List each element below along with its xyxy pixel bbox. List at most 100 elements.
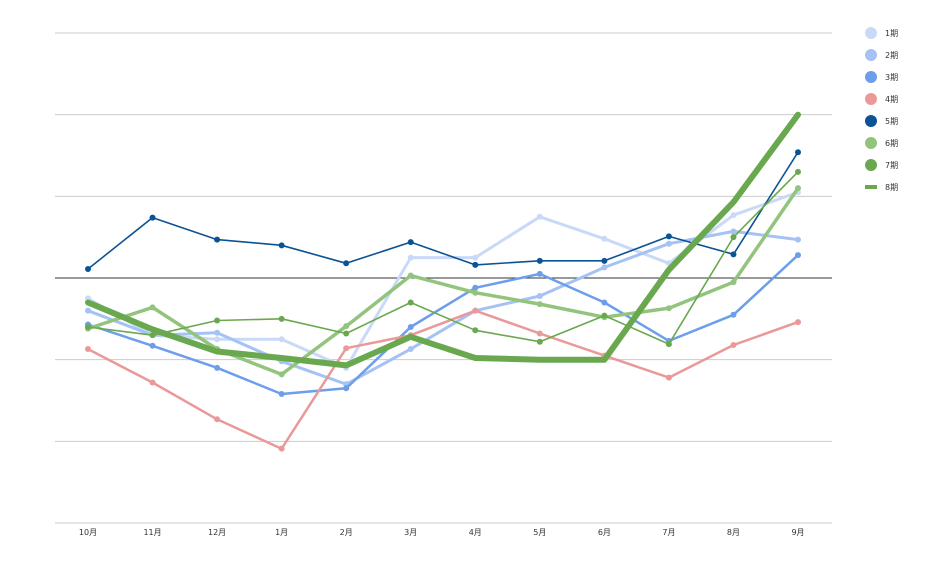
- x-tick-label: 9月: [791, 528, 804, 537]
- data-point: [214, 317, 221, 324]
- data-point: [665, 374, 672, 381]
- data-point: [730, 279, 737, 286]
- data-point: [407, 239, 414, 246]
- x-tick-label: 11月: [143, 528, 161, 537]
- series-8: [85, 111, 801, 369]
- data-point: [730, 212, 737, 219]
- data-point: [536, 292, 543, 299]
- series-4: [85, 307, 801, 452]
- data-point: [601, 312, 608, 319]
- x-tick-label: 1月: [275, 528, 288, 537]
- data-point: [795, 236, 801, 243]
- data-point: [407, 299, 414, 306]
- legend-item: 5期: [865, 115, 898, 127]
- legend-label: 6期: [885, 139, 898, 148]
- data-point: [665, 305, 672, 312]
- data-point: [472, 307, 479, 314]
- data-point: [214, 336, 221, 343]
- data-point: [278, 315, 285, 322]
- series-7: [85, 168, 801, 348]
- series-lines: [85, 111, 801, 452]
- data-point: [343, 330, 350, 337]
- data-point: [536, 301, 543, 308]
- data-point: [214, 329, 221, 336]
- data-point: [795, 185, 801, 192]
- x-tick-label: 3月: [404, 528, 417, 537]
- series-2: [85, 228, 801, 388]
- legend-dot-marker: [865, 71, 877, 83]
- data-point: [665, 341, 672, 348]
- data-point: [85, 324, 91, 330]
- data-point: [795, 319, 801, 326]
- data-point: [730, 311, 737, 318]
- data-point: [601, 235, 608, 242]
- data-point: [795, 149, 801, 156]
- data-point: [85, 266, 91, 273]
- data-point: [601, 257, 608, 264]
- legend-dot-marker: [865, 93, 877, 105]
- x-tick-label: 2月: [340, 528, 353, 537]
- data-point: [407, 346, 414, 353]
- data-point: [214, 416, 221, 423]
- legend-dot-marker: [865, 49, 877, 61]
- legend-dot-marker: [865, 137, 877, 149]
- data-point: [472, 327, 479, 334]
- data-point: [730, 251, 737, 258]
- x-tick-label: 8月: [727, 528, 740, 537]
- data-point: [278, 445, 285, 452]
- x-tick-label: 5月: [533, 528, 546, 537]
- x-tick-label: 6月: [598, 528, 611, 537]
- legend-item: 2期: [865, 49, 898, 61]
- data-point: [536, 213, 543, 220]
- legend-item: 6期: [865, 137, 898, 149]
- data-point: [85, 346, 91, 353]
- data-point: [278, 371, 285, 378]
- series-line: [86, 186, 800, 377]
- data-point: [149, 332, 156, 339]
- data-point: [278, 336, 285, 343]
- series-5: [85, 149, 801, 273]
- data-point: [472, 289, 479, 296]
- x-tick-label: 7月: [662, 528, 675, 537]
- data-point: [730, 234, 737, 241]
- data-point: [149, 379, 156, 386]
- data-point: [149, 214, 156, 221]
- legend-label: 8期: [885, 183, 898, 192]
- x-axis: 10月 11月 12月 1月 2月 3月 4月 5月 6月 7月 8月 9月: [79, 528, 805, 537]
- data-point: [343, 260, 350, 267]
- data-point: [536, 330, 543, 337]
- data-point: [85, 307, 91, 314]
- data-point: [407, 324, 414, 330]
- data-point: [343, 323, 350, 330]
- series-line: [86, 309, 800, 450]
- legend-dot-marker: [865, 27, 877, 39]
- data-point: [214, 236, 221, 243]
- x-tick-label: 10月: [79, 528, 97, 537]
- series-line: [87, 171, 799, 345]
- series-line: [87, 151, 799, 270]
- data-point: [795, 252, 801, 259]
- grid-lines: [55, 32, 832, 524]
- legend-label: 4期: [885, 95, 898, 104]
- legend-label: 5期: [885, 117, 898, 126]
- data-point: [214, 364, 221, 371]
- data-point: [472, 261, 479, 268]
- data-point: [601, 299, 608, 306]
- data-point: [601, 264, 608, 271]
- legend: 1期 2期 3期 4期 5期 6期 7期 8期: [865, 27, 898, 192]
- legend-dot-marker: [865, 115, 877, 127]
- series-line: [86, 229, 800, 386]
- legend-item: 8期: [865, 183, 898, 192]
- data-point: [730, 228, 737, 235]
- data-point: [343, 345, 350, 352]
- series-3: [85, 252, 801, 397]
- legend-label: 1期: [885, 29, 898, 38]
- data-point: [665, 233, 672, 240]
- data-point: [472, 284, 479, 291]
- data-point: [407, 272, 414, 279]
- data-point: [278, 390, 285, 397]
- legend-label: 7期: [885, 161, 898, 170]
- data-point: [278, 242, 285, 249]
